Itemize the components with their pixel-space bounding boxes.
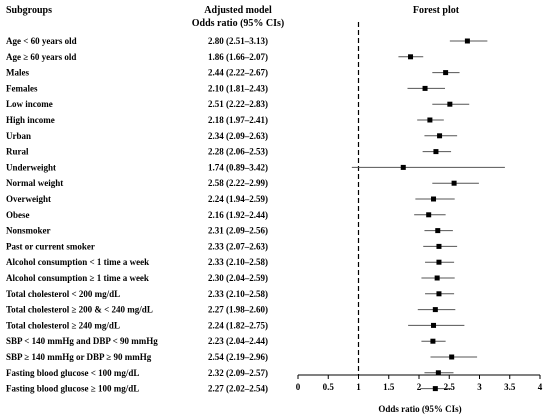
x-tick-label: 0.5 [323,382,335,392]
x-tick-label: 2 [417,382,422,392]
row-or-text: 2.24 (1.94–2.59) [208,194,268,204]
row-label: Normal weight [6,178,63,188]
header-odds-ratio-ci: Odds ratio (95% CIs) [192,18,285,29]
x-tick-label: 1.5 [383,382,395,392]
or-marker [427,117,433,123]
row-or-text: 2.51 (2.22–2.83) [208,99,268,109]
row-label: Total cholesterol ≥ 240 mg/dL [6,320,120,330]
row-label: Age ≥ 60 years old [6,52,76,62]
or-marker [430,338,436,344]
row-label: Rural [6,147,29,157]
row-or-text: 2.44 (2.22–2.67) [208,68,268,78]
row-label: Age < 60 years old [6,36,77,46]
row-label: Alcohol consumption ≥ 1 time a week [6,273,149,283]
or-marker [435,370,441,376]
or-marker [426,212,432,218]
or-marker [434,275,440,281]
x-axis: 0 0.5 1 1.5 2 2.5 3 3.5 4 [296,374,543,392]
x-tick-label: 3 [477,382,482,392]
or-marker [443,70,449,76]
x-tick-label: 4 [538,382,543,392]
or-marker [436,291,442,297]
or-marker [408,54,414,60]
or-marker [436,243,442,249]
row-label: SBP < 140 mmHg and DBP < 90 mmHg [6,336,158,346]
or-marker [432,307,438,313]
header-subgroups: Subgroups [6,5,52,16]
row-or-text: 2.23 (2.04–2.44) [208,336,268,346]
row-label: Underweight [6,162,56,172]
row-or-text: 2.18 (1.97–2.41) [208,115,268,125]
row-or-text: 2.27 (1.98–2.60) [208,305,268,315]
row-or-text: 2.34 (2.09–2.63) [208,131,268,141]
row-label: Past or current smoker [6,241,95,251]
row-or-text: 2.58 (2.22–2.99) [208,178,268,188]
row-label: Total cholesterol < 200 mg/dL [6,289,120,299]
row-label: High income [6,115,55,125]
or-marker [400,164,406,170]
row-label: Total cholesterol ≥ 200 & < 240 mg/dL [6,305,153,315]
or-marker [436,259,442,265]
or-marker [464,38,470,44]
row-label: SBP ≥ 140 mmHg or DBP ≥ 90 mmHg [6,352,152,362]
or-marker [433,149,439,155]
x-axis-title: Odds ratio (95% CIs) [378,404,461,414]
row-or-text: 1.74 (0.89–3.42) [208,162,268,172]
row-label: Males [6,68,29,78]
row-or-text: 2.27 (2.02–2.54) [208,384,268,394]
row-label: Urban [6,131,31,141]
row-label: Fasting blood glucose ≥ 100 mg/dL [6,384,139,394]
row-or-text: 2.32 (2.09–2.57) [208,368,268,378]
or-marker [435,228,441,234]
or-marker [451,180,457,186]
row-or-text: 2.16 (1.92–2.44) [208,210,268,220]
forest-rows: Age < 60 years old 2.80 (2.51–3.13) Age ≥ … [6,22,505,394]
or-marker [431,322,437,328]
row-label: Obese [6,210,30,220]
row-or-text: 1.86 (1.66–2.07) [208,52,268,62]
row-or-text: 2.33 (2.10–2.58) [208,289,268,299]
row-or-text: 2.31 (2.09–2.56) [208,226,268,236]
row-label: Fasting blood glucose < 100 mg/dL [6,368,139,378]
row-label: Nonsmoker [6,226,51,236]
row-or-text: 2.28 (2.06–2.53) [208,147,268,157]
row-or-text: 2.80 (2.51–3.13) [208,36,268,46]
or-marker [449,354,455,360]
or-marker [422,85,428,91]
row-label: Females [6,83,38,93]
row-or-text: 2.33 (2.07–2.63) [208,241,268,251]
row-or-text: 2.33 (2.10–2.58) [208,257,268,267]
row-label: Low income [6,99,53,109]
x-tick-label: 3.5 [504,382,516,392]
row-label: Alcohol consumption < 1 time a week [6,257,149,267]
row-or-text: 2.24 (1.82–2.75) [208,320,268,330]
or-marker [447,101,453,107]
x-tick-label: 2.5 [444,382,456,392]
row-label: Overweight [6,194,51,204]
row-or-text: 2.54 (2.19–2.96) [208,352,268,362]
row-or-text: 2.10 (1.81–2.43) [208,83,268,93]
header-forest-plot: Forest plot [413,5,460,16]
x-tick-label: 1 [356,382,361,392]
row-or-text: 2.30 (2.04–2.59) [208,273,268,283]
header-adjusted-model: Adjusted model [204,5,272,16]
or-marker [432,386,438,392]
or-marker [437,133,443,139]
or-marker [431,196,437,202]
x-tick-label: 0 [296,382,301,392]
